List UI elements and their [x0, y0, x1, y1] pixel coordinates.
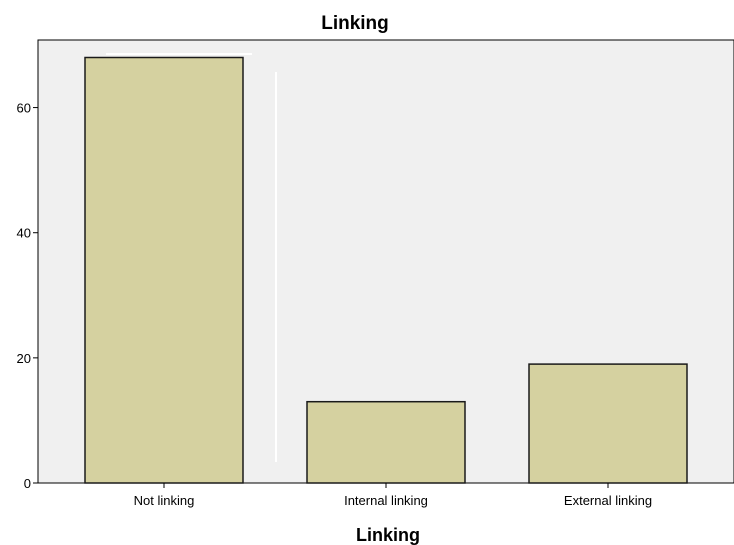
y-tick-label: 40: [17, 226, 31, 241]
y-tick-label: 0: [24, 476, 31, 491]
plot-highlight: [106, 53, 277, 462]
y-tick-label: 20: [17, 351, 31, 366]
x-tick-label: Not linking: [134, 493, 195, 508]
bar-not-linking: [84, 56, 244, 484]
x-tick-label: External linking: [564, 493, 652, 508]
y-axis: 0 20 40 60: [17, 101, 38, 491]
bars-group: [84, 56, 688, 484]
x-axis-label: Linking: [356, 525, 420, 545]
bar-internal-linking: [306, 400, 466, 484]
x-tick-label: Internal linking: [344, 493, 428, 508]
chart-title: Linking: [321, 13, 389, 34]
bar-external-linking: [528, 363, 688, 484]
x-axis: Not linking Internal linking External link…: [134, 483, 652, 508]
y-tick-label: 60: [17, 101, 31, 116]
